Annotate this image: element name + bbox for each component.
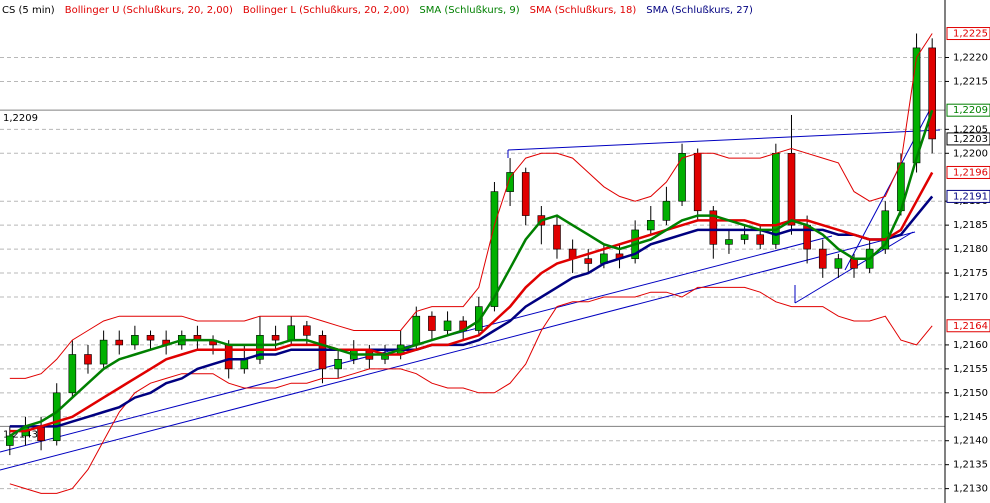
candle-body [506,172,514,192]
candle-body [131,335,139,346]
candle-body [553,224,561,250]
trendline [0,231,916,471]
candle-body [115,339,124,346]
candle-body [881,210,890,250]
y-tick-label: 1,2175 [953,268,988,279]
candle-body [6,435,14,446]
candle-body [146,335,155,341]
y-tick-label: 1,2140 [953,436,988,447]
candle-body [490,191,499,307]
candle-body [912,47,921,164]
candle-body [68,354,77,394]
y-tick-label: 1,2200 [953,148,988,159]
candle-body [256,335,264,360]
legend-entry: SMA (Schlußkurs, 18) [530,5,637,16]
candle-body [584,258,593,264]
candle-body [271,335,280,341]
legend-entry: SMA (Schlußkurs, 27) [646,5,753,16]
price-marker-box [946,189,990,203]
legend-entry: SMA (Schlußkurs, 9) [419,5,519,16]
y-tick-label: 1,2160 [953,340,988,351]
price-marker-box [946,319,990,333]
candle-body [428,315,436,331]
price-marker-label: 1,2191 [953,191,988,202]
legend-entry: CS (5 min) [2,5,55,16]
legend-entry: Bollinger L (Schlußkurs, 20, 2,00) [243,5,410,16]
candle-body [287,325,296,341]
indicator-line [9,195,934,428]
candle-body [37,426,45,442]
candle-body [412,315,421,346]
price-marker-label: 1,2196 [953,167,988,178]
y-tick-label: 1,2185 [953,220,988,231]
candle-body [928,47,936,140]
y-tick-label: 1,2180 [953,244,988,255]
y-tick-label: 1,2155 [953,364,988,375]
candle-body [52,392,61,442]
candle-body [443,320,452,331]
y-tick-label: 1,2220 [953,52,988,63]
candle-body [99,339,108,365]
price-marker-box [946,27,990,41]
indicator-line [9,286,933,494]
indicator-line [9,33,933,379]
candle-body [475,306,483,331]
price-marker-label: 1,2209 [953,105,988,116]
indicator-line [9,171,934,433]
candle-body [334,358,342,370]
y-tick-label: 1,2170 [953,292,988,303]
candle-body [834,258,843,269]
y-tick-label: 1,2205 [953,124,988,135]
price-marker-box [946,165,990,179]
legend-entry: Bollinger U (Schlußkurs, 20, 2,00) [65,5,233,16]
y-tick-label: 1,2130 [953,484,988,495]
candle-body [756,234,765,245]
candle-body [240,358,249,370]
candle-body [646,220,655,231]
y-tick-label: 1,2215 [953,76,988,87]
candle-body [84,354,92,365]
trendline [507,129,941,151]
horizontal-line-label: 1,2209 [3,113,38,124]
candle-body [693,152,702,212]
price-marker-label: 1,2225 [953,29,988,40]
y-tick-label: 1,2135 [953,460,988,471]
y-tick-label: 1,2145 [953,412,988,423]
price-marker-box [946,132,990,146]
candle-body [740,234,749,240]
price-marker-box [946,103,990,117]
candle-body [787,152,796,226]
candle-body [709,210,718,245]
candle-body [521,172,530,216]
candle-body [818,248,827,269]
price-marker-label: 1,2203 [953,134,988,145]
candle-body [318,335,327,370]
candle-body [662,200,671,221]
candle-body [303,325,311,336]
candle-body [678,152,686,202]
price-marker-label: 1,2164 [953,321,988,332]
y-tick-label: 1,2150 [953,388,988,399]
horizontal-line-label: 1,2143 [3,429,38,440]
indicator-line [9,109,934,437]
candle-body [850,258,858,269]
candle-body [725,239,733,245]
